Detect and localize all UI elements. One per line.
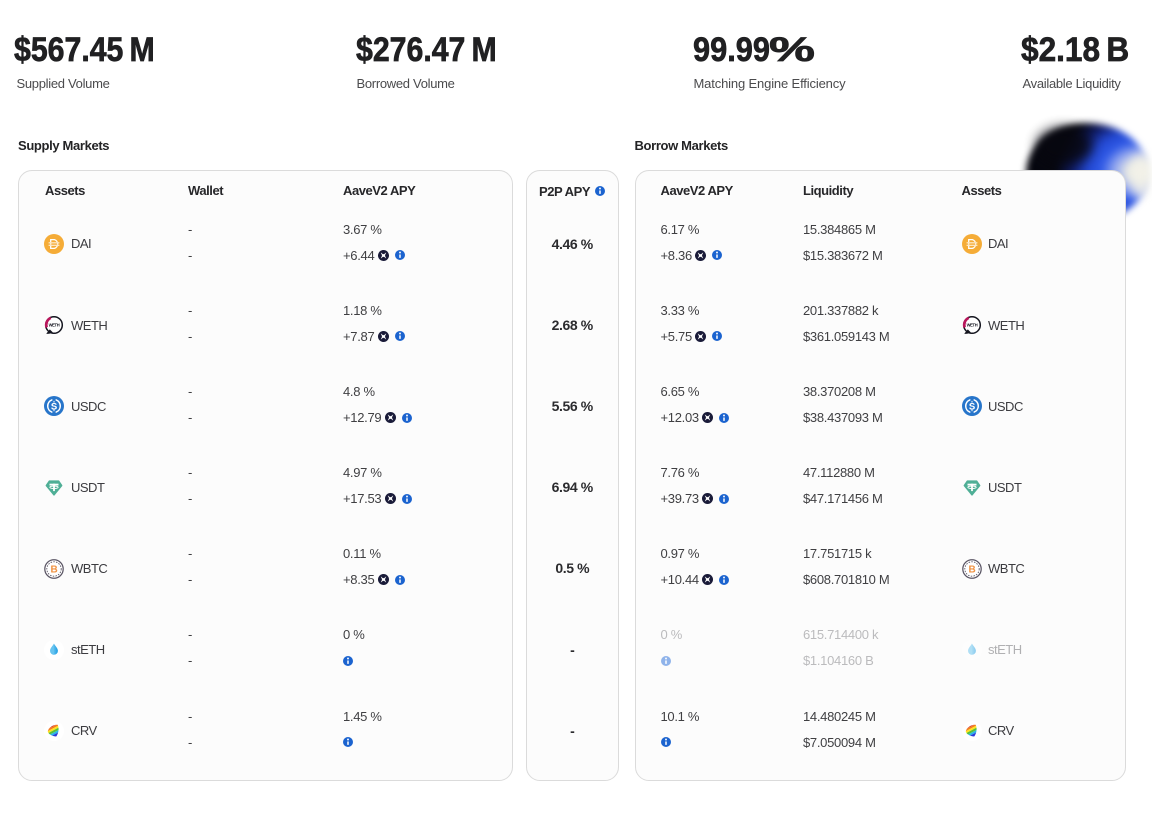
svg-text:S: S [51, 402, 57, 413]
svg-text:WETH: WETH [49, 323, 60, 328]
svg-text:B: B [50, 564, 57, 575]
svg-text:S: S [968, 402, 974, 413]
svg-text:B: B [968, 564, 975, 575]
svg-text:WETH: WETH [966, 323, 977, 328]
